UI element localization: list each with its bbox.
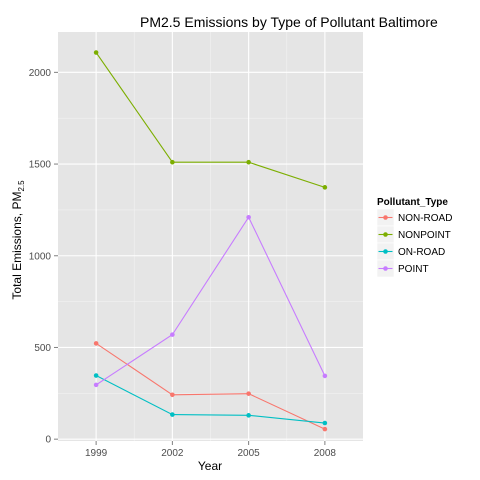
legend-label-nonpoint: NONPOINT	[398, 230, 451, 241]
y-axis-title-subscript: 2.5	[17, 180, 26, 192]
x-axis-ticks: 1999 2002 2005 2008	[85, 441, 336, 459]
legend-label-non-road: NON-ROAD	[398, 213, 452, 224]
data-point-nonpoint	[246, 159, 251, 165]
series-line-nonpoint	[95, 52, 326, 188]
legend: Pollutant_Type NON-ROAD NONPOINT ON-ROAD PO…	[376, 197, 452, 278]
x-tick-label: 2005	[238, 448, 261, 459]
data-point-non-road	[93, 341, 99, 346]
x-axis-title: Year	[198, 459, 222, 473]
data-point-non-road	[246, 391, 251, 396]
series-line-on-road	[95, 375, 325, 424]
legend-point-point	[383, 266, 388, 271]
data-point-nonpoint	[170, 159, 175, 165]
series-line-point	[95, 216, 326, 386]
data-point-nonpoint	[93, 50, 99, 55]
series-lines	[95, 52, 326, 430]
x-tick-label: 1999	[85, 448, 108, 459]
y-tick-label: 0	[45, 435, 51, 446]
data-point-point	[170, 332, 175, 337]
grid-minor	[58, 32, 363, 441]
grid-major	[58, 32, 363, 441]
x-tick-label: 2008	[314, 448, 337, 459]
chart-title: PM2.5 Emissions by Type of Pollutant Bal…	[140, 14, 438, 30]
y-axis-ticks: 0 500 1000 1500 2000	[29, 68, 58, 446]
data-point-non-road	[170, 392, 175, 398]
y-tick-label: 500	[34, 343, 51, 354]
data-point-point	[322, 373, 328, 379]
legend-keys: NON-ROAD NONPOINT ON-ROAD POINT	[376, 208, 452, 278]
data-point-on-road	[246, 413, 251, 418]
series-points	[93, 50, 328, 432]
legend-label-point: POINT	[398, 264, 429, 275]
legend-point-nonpoint	[383, 232, 388, 237]
data-point-point	[246, 214, 251, 220]
y-axis-title: Total Emissions, PM2.5	[10, 180, 26, 300]
data-point-nonpoint	[322, 185, 328, 190]
data-point-non-road	[322, 426, 328, 432]
data-point-point	[93, 382, 99, 388]
legend-point-on-road	[383, 249, 388, 254]
data-point-on-road	[93, 373, 99, 378]
data-point-on-road	[170, 412, 175, 417]
y-tick-label: 1500	[29, 160, 52, 171]
y-tick-label: 1000	[29, 251, 52, 262]
legend-point-non-road	[383, 215, 388, 220]
legend-label-on-road: ON-ROAD	[398, 247, 445, 258]
legend-title: Pollutant_Type	[377, 197, 448, 208]
y-tick-label: 2000	[29, 68, 52, 79]
data-point-on-road	[322, 420, 328, 426]
series-line-non-road	[95, 342, 326, 430]
x-tick-label: 2002	[161, 448, 184, 459]
y-axis-title-main: Total Emissions, PM	[10, 192, 24, 300]
